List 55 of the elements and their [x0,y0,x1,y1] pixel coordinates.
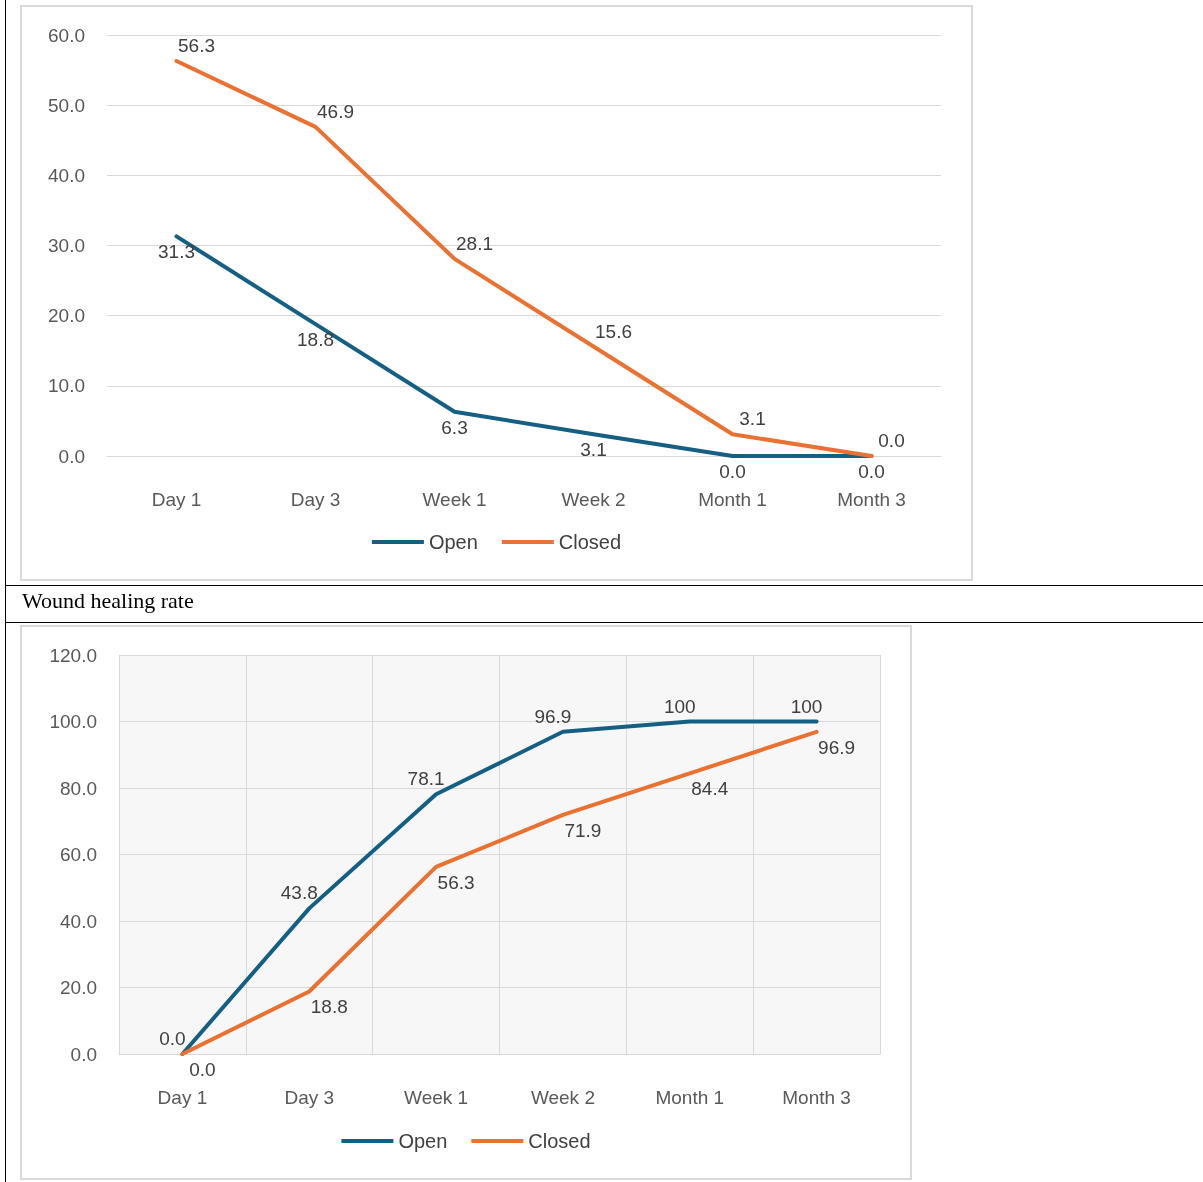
data-label: 100 [663,695,696,717]
legend-label: Open [398,1130,448,1152]
y-tick-label: 100.0 [49,711,97,732]
legend-label: Closed [528,1130,591,1152]
y-tick-label: 0.0 [70,1043,97,1065]
data-label: 31.3 [158,241,195,263]
x-tick-label: Month 3 [837,489,906,510]
x-tick-label: Day 3 [284,1087,335,1108]
data-label: 78.1 [407,768,445,790]
data-label: 0.0 [159,1028,186,1049]
data-label: 46.9 [317,100,354,122]
x-tick-label: Month 3 [782,1087,851,1108]
data-label: 0.0 [878,430,905,451]
y-tick-label: 40.0 [60,910,97,932]
data-label: 15.6 [595,320,632,342]
y-tick-label: 10.0 [48,375,85,397]
data-label: 56.3 [178,34,215,56]
data-label: 28.1 [456,232,493,254]
data-label: 71.9 [564,819,602,841]
data-label: 3.1 [739,408,766,430]
data-label: 3.1 [580,439,607,461]
y-tick-label: 60.0 [48,24,85,46]
data-label: 18.8 [310,996,348,1018]
data-label: 43.8 [280,882,318,904]
legend-label: Open [428,531,478,553]
x-tick-label: Month 1 [655,1087,725,1108]
data-label: 96.9 [818,736,856,758]
y-tick-label: 80.0 [60,777,97,799]
y-tick-label: 20.0 [60,977,97,998]
data-label: 0.0 [189,1059,216,1080]
data-label: 18.8 [297,329,334,351]
chart-title: Wound healing rate [22,588,194,614]
data-label: 0.0 [858,461,885,482]
x-tick-label: Day 1 [151,489,202,510]
x-tick-label: Week 2 [561,489,626,510]
x-tick-label: Week 1 [404,1087,469,1108]
y-tick-label: 0.0 [58,445,85,467]
x-tick-label: Day 1 [157,1087,208,1108]
data-label: 84.4 [691,778,729,800]
data-label: 56.3 [437,871,475,893]
legend-label: Closed [558,531,622,553]
data-label: 6.3 [441,416,468,438]
y-tick-label: 50.0 [48,94,85,116]
y-tick-label: 20.0 [48,305,85,327]
y-tick-label: 30.0 [48,235,85,256]
x-tick-label: Week 2 [530,1087,595,1108]
y-tick-label: 120.0 [49,644,97,666]
y-tick-label: 40.0 [48,164,85,186]
y-tick-label: 60.0 [60,844,97,865]
data-label: 100 [790,695,823,717]
x-tick-label: Month 1 [698,489,767,510]
x-tick-label: Week 1 [422,489,487,510]
data-label: 96.9 [534,705,572,727]
x-tick-label: Day 3 [290,489,341,510]
data-label: 0.0 [719,461,746,482]
